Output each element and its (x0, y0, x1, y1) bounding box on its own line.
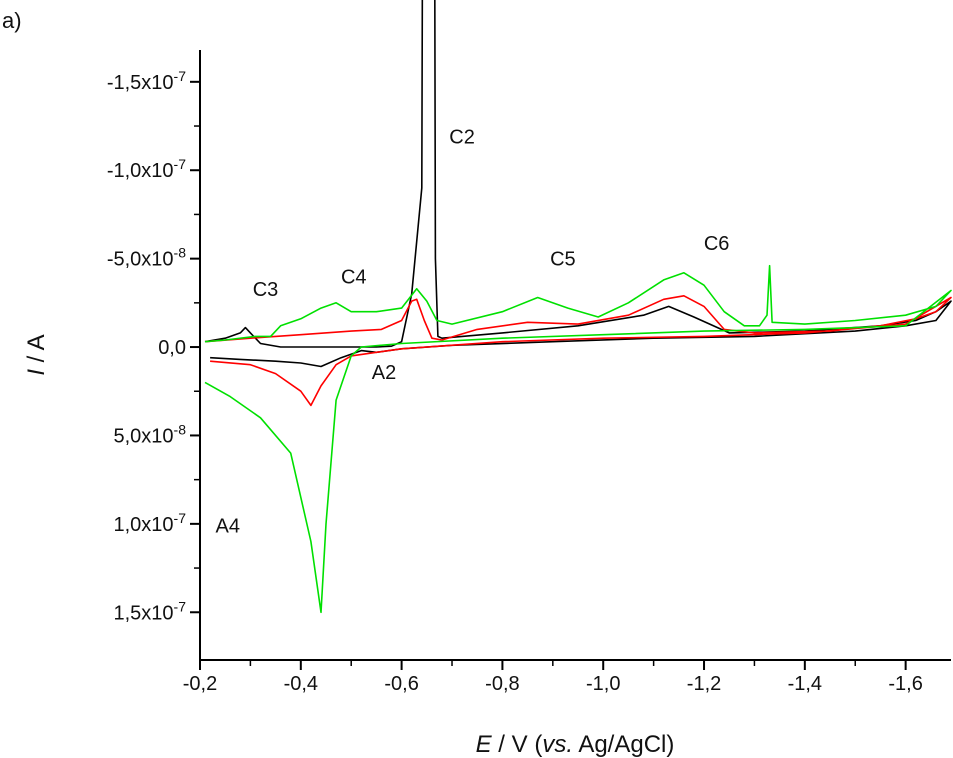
x-tick-label: -1,4 (788, 673, 822, 695)
annotation-layer: C2 C3 C4 C5 C6 A2 A4 (215, 127, 729, 538)
peak-label-a4: A4 (215, 516, 239, 538)
y-tick-label: 0,0 (158, 337, 186, 359)
x-ticks: -0,2 -0,4 -0,6 -0,8 -1,0 -1,2 -1,4 -1,6 (183, 660, 923, 695)
y-tick-label: -5,0x10-8 (107, 245, 186, 271)
y-tick-label: -1,5x10-7 (107, 68, 186, 94)
panel-label: a) (2, 8, 22, 33)
x-tick-label: -0,6 (384, 673, 418, 695)
y-axis-title: I / A (23, 334, 50, 375)
y-tick-label: 1,0x10-7 (113, 510, 186, 536)
y-tick-label: 1,5x10-7 (113, 598, 186, 624)
x-tick-label: -0,2 (183, 673, 217, 695)
series-line-2 (204, 295, 952, 407)
peak-label-c6: C6 (704, 233, 730, 255)
peak-label-c4: C4 (341, 266, 367, 288)
y-ticks: -1,5x10-7 -1,0x10-7 -5,0x10-8 0,0 5,0x10-8 1,… (107, 68, 200, 624)
x-axis-title: E / V (vs. Ag/AgCl) (476, 731, 675, 758)
peak-label-c3: C3 (253, 279, 279, 301)
y-tick-label: -1,0x10-7 (107, 156, 186, 182)
x-tick-label: -1,6 (888, 673, 922, 695)
x-tick-label: -1,2 (687, 673, 721, 695)
series-layer (204, 0, 952, 614)
peak-label-c5: C5 (550, 249, 576, 271)
x-tick-label: -1,0 (586, 673, 620, 695)
series-line-3 (204, 264, 952, 614)
peak-label-a2: A2 (372, 362, 396, 384)
x-tick-label: -0,4 (284, 673, 318, 695)
peak-label-c2: C2 (449, 127, 475, 149)
y-tick-label: 5,0x10-8 (113, 421, 186, 447)
x-tick-label: -0,8 (485, 673, 519, 695)
